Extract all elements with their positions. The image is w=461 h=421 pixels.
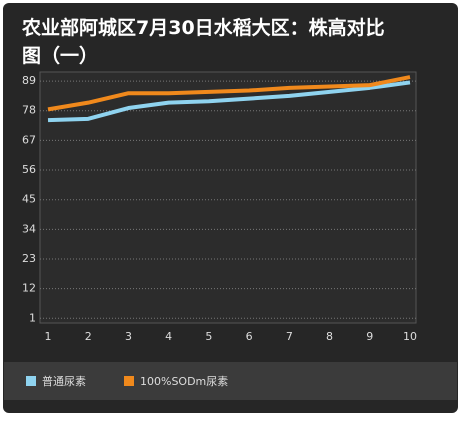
y-tick-label: 67	[22, 133, 36, 146]
x-tick-label: 9	[366, 330, 373, 343]
y-tick-label: 45	[22, 193, 36, 206]
series-line	[47, 80, 411, 123]
legend-swatch	[124, 376, 134, 386]
plot-area	[39, 71, 417, 324]
y-tick-label: 1	[29, 311, 36, 324]
x-tick-label: 2	[85, 330, 92, 343]
x-tick-label: 1	[45, 330, 52, 343]
series-line	[47, 75, 411, 112]
y-tick-label: 23	[22, 252, 36, 265]
y-tick-label: 12	[22, 282, 36, 295]
legend-band	[4, 362, 457, 400]
y-tick-label: 89	[22, 74, 36, 87]
x-tick-label: 10	[403, 330, 417, 343]
x-tick-label: 4	[165, 330, 172, 343]
legend-label: 100%SODm尿素	[140, 375, 228, 388]
y-tick-label: 34	[22, 222, 36, 235]
y-tick-label: 56	[22, 163, 36, 176]
chart-title: 农业部阿城区7月30日水稻大区：株高对比	[21, 16, 385, 39]
legend-swatch	[26, 376, 36, 386]
legend-label: 普通尿素	[42, 374, 86, 388]
chart-title: 图（一）	[22, 44, 98, 67]
x-tick-label: 6	[246, 330, 253, 343]
x-tick-label: 7	[286, 330, 293, 343]
x-tick-label: 8	[326, 330, 333, 343]
y-tick-label: 78	[22, 104, 36, 117]
x-tick-label: 5	[205, 330, 212, 343]
x-tick-label: 3	[125, 330, 132, 343]
